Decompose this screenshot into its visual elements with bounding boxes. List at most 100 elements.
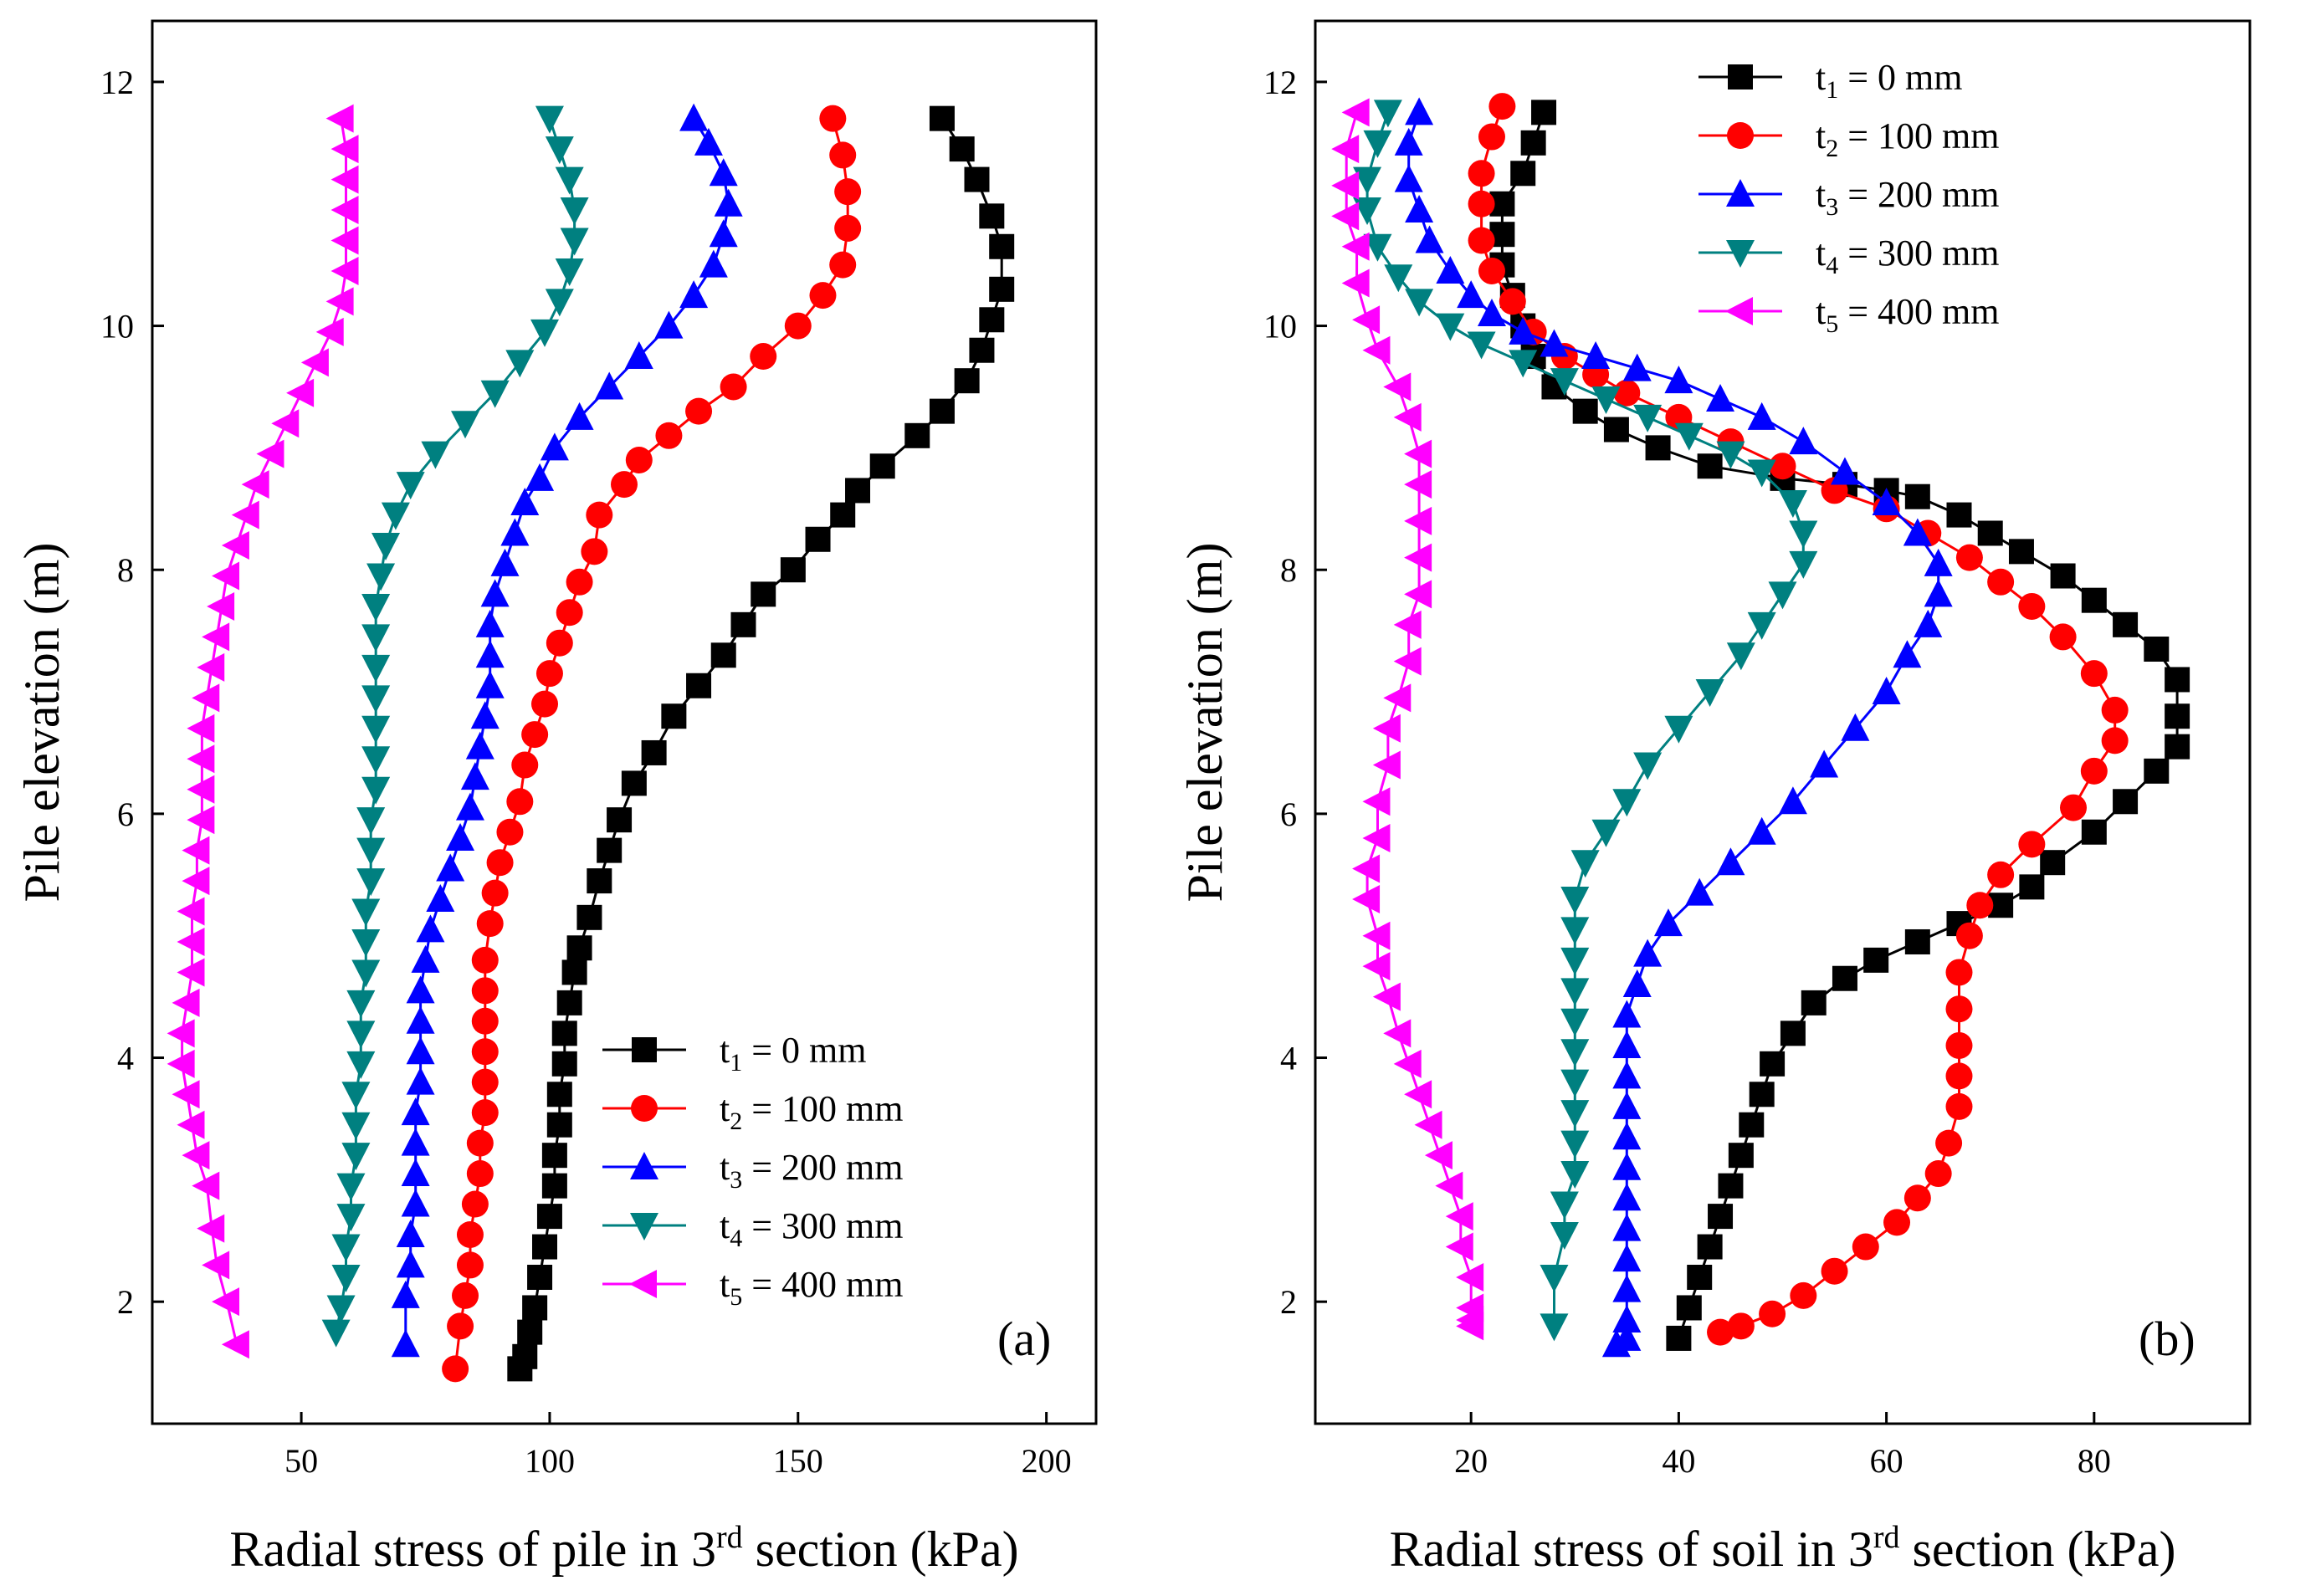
- data-point-a-t2: [720, 373, 747, 401]
- data-point-a-t3: [624, 341, 653, 370]
- data-point-a-t4: [555, 258, 584, 286]
- data-point-b-t5: [1393, 402, 1422, 432]
- data-point-b-t2: [1945, 1031, 1973, 1059]
- data-point-b-t3: [1830, 457, 1859, 485]
- series-b-t1: [1489, 100, 2190, 1351]
- data-point-a-t5: [221, 1330, 249, 1359]
- data-point-b-t2: [1478, 257, 1505, 284]
- data-point-b-t1: [1832, 965, 1857, 991]
- data-point-a-t3: [460, 762, 489, 790]
- series-line-b-t3: [1407, 111, 1940, 1346]
- legend-marker-a: [630, 1152, 658, 1179]
- legend-item-b-t2: t2 = 100 mm: [1698, 115, 2000, 162]
- data-point-a-t3: [391, 1280, 420, 1308]
- data-point-a-t2: [466, 1129, 494, 1157]
- data-point-a-t4: [361, 685, 391, 714]
- data-point-a-t5: [177, 927, 205, 956]
- data-point-a-t2: [456, 1251, 484, 1279]
- data-point-b-t2: [1468, 190, 1495, 217]
- data-point-a-t3: [475, 609, 505, 637]
- data-point-a-t5: [197, 652, 225, 682]
- data-point-b-t1: [1666, 1325, 1692, 1351]
- data-point-a-t3: [475, 640, 505, 668]
- data-point-a-t1: [780, 557, 806, 583]
- panel-a-pile-radial-stress: 50 100 150 200 2 4 6 8 10 12 t1 = 0 mm t2 = 100 mm…: [14, 19, 1098, 1577]
- data-point-b-t2: [1883, 1209, 1911, 1236]
- data-point-a-t2: [471, 977, 499, 1005]
- data-point-a-t1: [532, 1234, 558, 1260]
- data-point-a-t4: [351, 898, 381, 927]
- plot-frame-a: [151, 19, 1098, 1425]
- data-point-a-t3: [391, 1329, 420, 1358]
- data-point-b-t3: [1612, 1274, 1642, 1302]
- data-point-a-t2: [466, 1160, 494, 1188]
- data-point-a-t2: [581, 538, 608, 565]
- data-point-a-t1: [964, 166, 990, 192]
- data-point-b-t2: [1903, 1184, 1931, 1212]
- x-axis-label-b-rest: section (kPa): [1900, 1522, 2176, 1577]
- data-point-a-t1: [869, 453, 895, 479]
- data-point-a-t5: [330, 226, 359, 255]
- data-point-b-t2: [1852, 1233, 1879, 1261]
- data-point-a-t1: [551, 1021, 577, 1046]
- data-point-b-t2: [2101, 727, 2129, 755]
- data-point-b-t4: [1550, 368, 1579, 396]
- data-point-a-t2: [829, 251, 857, 279]
- data-point-b-t3: [1633, 939, 1663, 967]
- data-point-b-t2: [2018, 592, 2046, 620]
- data-point-b-t4: [1789, 550, 1818, 579]
- data-point-b-t2: [2101, 696, 2129, 724]
- data-point-b-t4: [1436, 313, 1465, 341]
- data-point-a-t2: [511, 751, 539, 779]
- data-point-b-t4: [1353, 166, 1382, 195]
- data-point-a-t4: [341, 1082, 371, 1110]
- x-axis-label-a-superscript: rd: [716, 1520, 743, 1555]
- data-point-b-t4: [1768, 581, 1797, 610]
- y-tick-label-a: 4: [117, 1040, 134, 1077]
- y-tick-label-b: 4: [1280, 1040, 1297, 1077]
- data-point-b-t4: [1560, 1008, 1590, 1036]
- data-point-a-t3: [480, 579, 510, 607]
- data-point-b-t2: [1499, 288, 1526, 315]
- data-point-b-t1: [1687, 1265, 1713, 1291]
- data-point-a-t1: [576, 904, 602, 930]
- data-point-a-t4: [346, 1021, 376, 1049]
- legend-label-b-t4: t4 = 300 mm: [1816, 233, 2000, 279]
- data-point-b-t5: [1352, 305, 1381, 335]
- data-point-a-t5: [187, 806, 215, 835]
- data-point-b-t5: [1362, 824, 1391, 853]
- data-point-b-t3: [1872, 488, 1901, 516]
- data-point-a-t3: [455, 792, 484, 821]
- data-point-a-t4: [351, 928, 381, 957]
- data-point-b-t3: [1612, 1122, 1642, 1150]
- data-point-a-t2: [566, 568, 593, 596]
- data-point-b-t5: [1404, 580, 1432, 609]
- data-point-b-t3: [1841, 713, 1870, 741]
- data-point-a-t1: [587, 868, 612, 894]
- data-point-a-t5: [182, 836, 210, 865]
- data-point-b-t2: [2060, 794, 2088, 821]
- data-point-b-t4: [1560, 978, 1590, 1006]
- data-point-a-t2: [750, 343, 777, 371]
- data-point-b-t5: [1404, 506, 1432, 535]
- data-point-b-t5: [1414, 1110, 1442, 1139]
- data-point-a-t3: [679, 103, 709, 131]
- data-point-a-t4: [555, 166, 584, 195]
- data-point-a-t3: [470, 701, 500, 729]
- data-point-a-t2: [809, 282, 837, 309]
- data-point-b-t5: [1341, 98, 1370, 127]
- x-tick-label-b: 80: [2078, 1442, 2111, 1480]
- data-point-a-t5: [300, 348, 329, 377]
- data-point-b-t3: [1415, 225, 1444, 253]
- data-point-a-t4: [545, 289, 574, 317]
- data-point-a-t4: [361, 776, 391, 805]
- data-point-b-t2: [1945, 1092, 1973, 1120]
- series-line-a-t5: [181, 118, 347, 1345]
- data-point-a-t1: [969, 337, 995, 363]
- x-tick-label-b: 40: [1662, 1442, 1695, 1480]
- data-point-b-t3: [1622, 969, 1652, 998]
- data-point-b-t1: [2165, 667, 2190, 693]
- data-point-b-t2: [1966, 892, 1994, 919]
- data-point-b-t5: [1445, 1232, 1473, 1261]
